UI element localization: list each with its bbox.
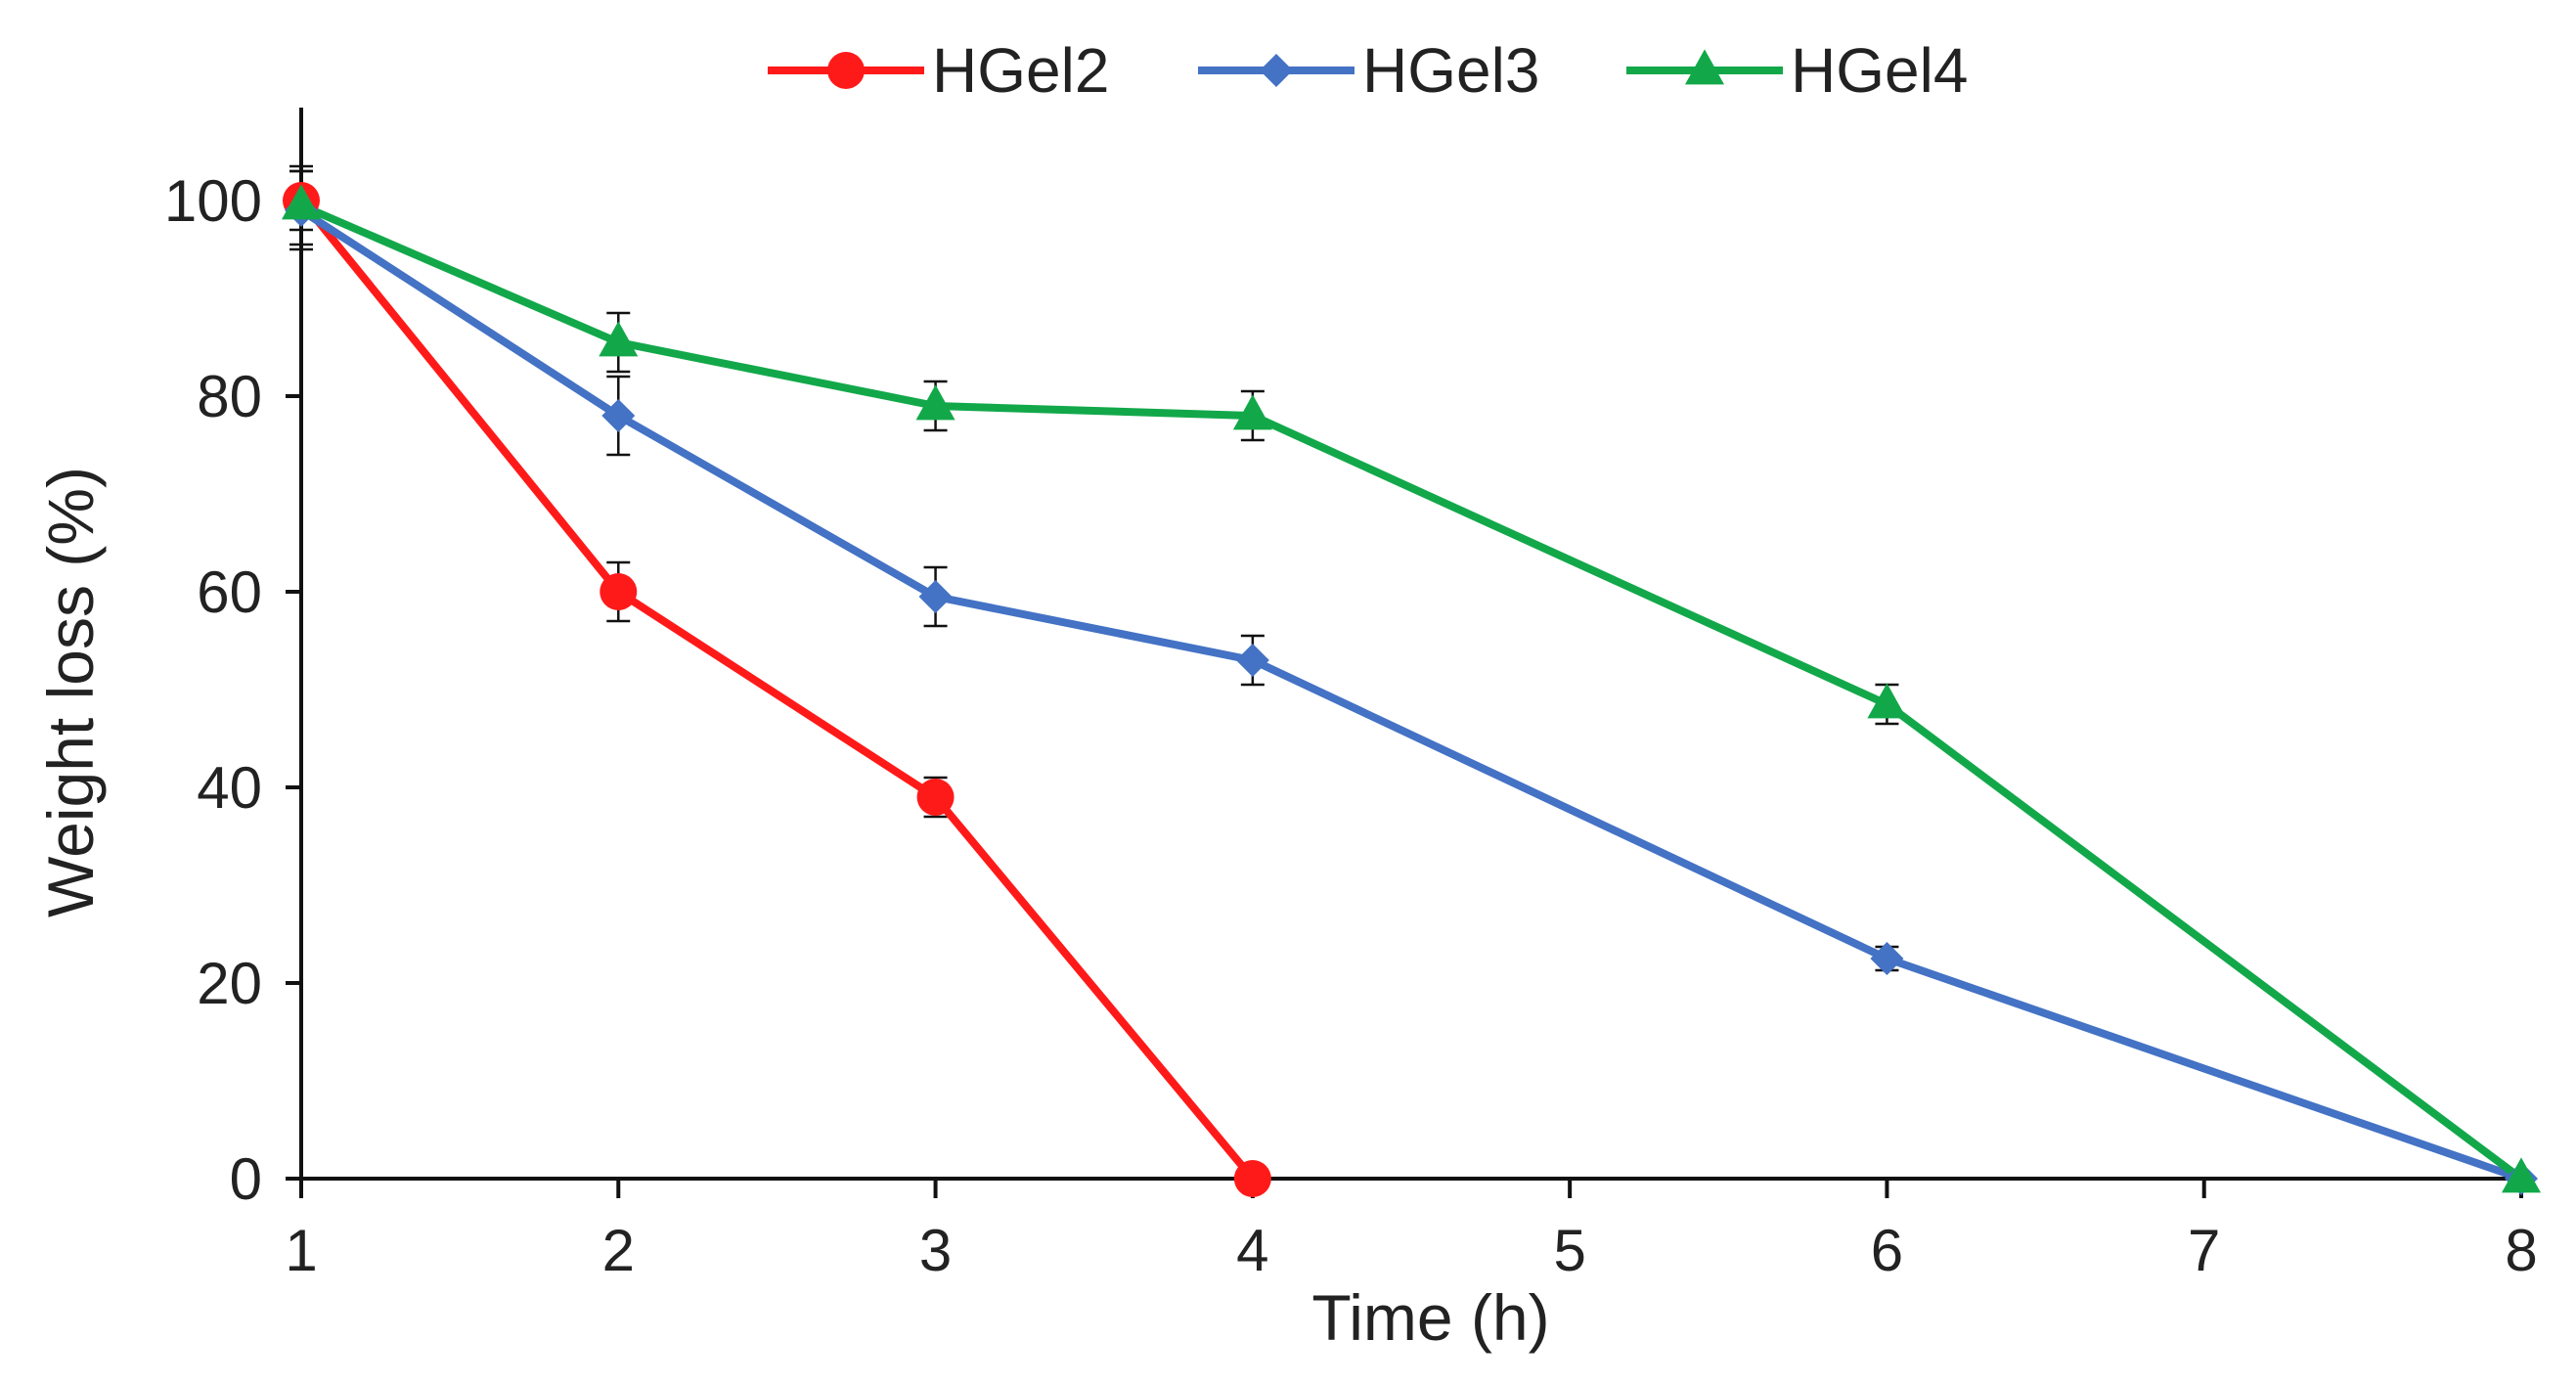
legend-hgel3-label: HGel3 bbox=[1362, 35, 1539, 106]
hgel2-data-point bbox=[916, 779, 955, 816]
y-tick-label: 100 bbox=[164, 168, 262, 234]
hgel3-data-point bbox=[1235, 644, 1269, 677]
legend-hgel2-marker bbox=[827, 52, 865, 89]
x-tick-label: 3 bbox=[919, 1218, 952, 1283]
hgel2-data-point bbox=[1233, 1160, 1271, 1197]
y-tick-label: 60 bbox=[197, 559, 262, 625]
legend: HGel2 HGel3 HGel4 bbox=[768, 35, 1968, 106]
x-tick-label: 6 bbox=[1871, 1218, 1903, 1283]
hgel4-data-point bbox=[1232, 394, 1272, 430]
x-tick-label: 4 bbox=[1236, 1218, 1268, 1283]
hgel4-data-point bbox=[282, 184, 321, 220]
hgel2-series-line bbox=[297, 197, 1257, 1183]
legend-hgel4-marker bbox=[1685, 49, 1724, 85]
y-tick-label: 40 bbox=[197, 755, 262, 821]
legend-hgel4-label: HGel4 bbox=[1791, 35, 1968, 106]
y-tick-label: 80 bbox=[197, 364, 262, 429]
x-axis-title: Time (h) bbox=[1311, 1281, 1549, 1354]
x-tick-label: 1 bbox=[285, 1218, 317, 1283]
hgel4-data-point bbox=[915, 384, 955, 421]
y-tick-label: 20 bbox=[197, 951, 262, 1016]
hgel3-data-point bbox=[918, 580, 953, 613]
hgel4-series-line bbox=[297, 201, 2525, 1183]
hgel2-data-point bbox=[600, 573, 638, 610]
hgel4-data-point bbox=[1867, 683, 1907, 719]
x-tick-label: 8 bbox=[2505, 1218, 2537, 1283]
x-tick-label: 7 bbox=[2188, 1218, 2220, 1283]
legend-hgel3-marker bbox=[1260, 54, 1293, 87]
series-lines bbox=[297, 197, 2525, 1183]
hgel3-data-point bbox=[601, 399, 636, 432]
hgel3-series-line bbox=[297, 206, 2525, 1183]
hgel4-data-point bbox=[2502, 1157, 2541, 1193]
series-markers bbox=[282, 182, 2541, 1197]
y-tick-label: 0 bbox=[230, 1146, 262, 1212]
legend-hgel2-label: HGel2 bbox=[932, 35, 1109, 106]
axes: 0 20 40 60 80 100 1 2 3 4 5 6 7 8 bbox=[164, 108, 2538, 1283]
hgel4-data-point bbox=[599, 321, 639, 357]
x-tick-label: 2 bbox=[602, 1218, 635, 1283]
hgel3-data-point bbox=[1870, 942, 1904, 975]
x-tick-label: 5 bbox=[1553, 1218, 1585, 1283]
y-axis-title: Weight loss (%) bbox=[34, 467, 107, 917]
